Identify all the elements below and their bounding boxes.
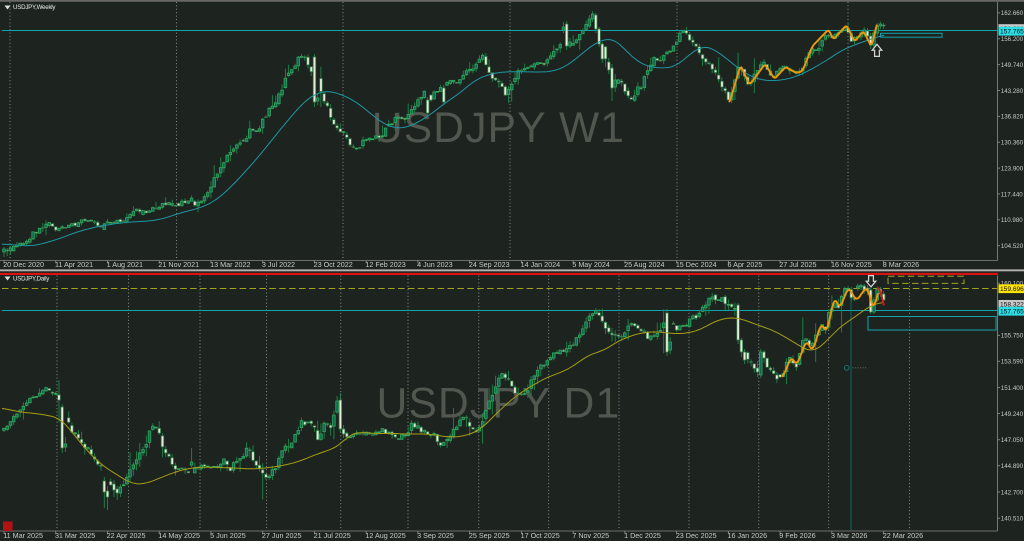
- svg-text:143.280: 143.280: [1001, 88, 1024, 95]
- svg-text:142.700: 142.700: [1001, 489, 1024, 496]
- svg-text:159.696: 159.696: [1000, 286, 1024, 293]
- svg-text:27 Jun 2025: 27 Jun 2025: [262, 531, 302, 540]
- svg-text:7 Nov 2025: 7 Nov 2025: [572, 531, 609, 540]
- svg-text:110.980: 110.980: [1001, 217, 1023, 224]
- svg-text:104.520: 104.520: [1001, 243, 1024, 250]
- svg-text:17 Oct 2025: 17 Oct 2025: [521, 531, 560, 540]
- svg-text:3 Sep 2025: 3 Sep 2025: [417, 531, 454, 540]
- svg-text:149.740: 149.740: [1001, 62, 1024, 69]
- svg-text:21 Jul 2025: 21 Jul 2025: [314, 531, 351, 540]
- svg-text:5 Jun 2025: 5 Jun 2025: [210, 531, 246, 540]
- svg-text:162.660: 162.660: [1001, 10, 1024, 17]
- svg-text:3 Jul 2022: 3 Jul 2022: [262, 260, 295, 269]
- svg-text:153.590: 153.590: [1001, 359, 1024, 366]
- svg-text:14 Jan 2024: 14 Jan 2024: [521, 260, 561, 269]
- svg-text:3 Mar 2026: 3 Mar 2026: [831, 531, 867, 540]
- svg-text:25 Aug 2024: 25 Aug 2024: [624, 260, 664, 269]
- svg-text:12 Aug 2025: 12 Aug 2025: [365, 531, 405, 540]
- svg-text:8 Mar 2026: 8 Mar 2026: [883, 260, 919, 269]
- svg-text:25 Sep 2025: 25 Sep 2025: [469, 531, 510, 540]
- svg-text:9 Feb 2026: 9 Feb 2026: [779, 531, 815, 540]
- svg-text:16 Nov 2025: 16 Nov 2025: [831, 260, 872, 269]
- svg-text:11 Mar 2025: 11 Mar 2025: [3, 531, 43, 540]
- svg-text:158.322: 158.322: [1000, 302, 1024, 309]
- svg-text:130.360: 130.360: [1001, 140, 1024, 147]
- svg-text:24 Sep 2023: 24 Sep 2023: [469, 260, 510, 269]
- svg-text:144.890: 144.890: [1001, 463, 1024, 470]
- svg-text:USDJPY W1: USDJPY W1: [372, 105, 625, 152]
- svg-text:140.510: 140.510: [1001, 516, 1024, 523]
- svg-text:6 Apr 2025: 6 Apr 2025: [728, 260, 763, 269]
- svg-text:1 Aug 2021: 1 Aug 2021: [107, 260, 143, 269]
- svg-text:157.765: 157.765: [1000, 29, 1024, 36]
- svg-text:5 May 2024: 5 May 2024: [572, 260, 610, 269]
- svg-text:155.750: 155.750: [1001, 333, 1024, 340]
- svg-text:151.400: 151.400: [1001, 385, 1024, 392]
- svg-text:156.200: 156.200: [1001, 36, 1024, 43]
- svg-text:21 Nov 2021: 21 Nov 2021: [158, 260, 199, 269]
- svg-text:USDJPY,Daily: USDJPY,Daily: [13, 276, 50, 283]
- svg-text:13 Mar 2022: 13 Mar 2022: [210, 260, 250, 269]
- svg-text:27 Jul 2025: 27 Jul 2025: [779, 260, 816, 269]
- svg-text:23 Dec 2025: 23 Dec 2025: [676, 531, 717, 540]
- svg-text:157.765: 157.765: [1000, 309, 1024, 316]
- svg-text:160.100: 160.100: [1001, 280, 1024, 287]
- svg-text:117.440: 117.440: [1001, 191, 1023, 198]
- svg-text:12 Feb 2023: 12 Feb 2023: [365, 260, 405, 269]
- svg-text:USDJPY D1: USDJPY D1: [377, 381, 621, 428]
- svg-text:16 Jan 2026: 16 Jan 2026: [728, 531, 768, 540]
- svg-text:149.240: 149.240: [1001, 411, 1024, 418]
- svg-text:20 Dec 2020: 20 Dec 2020: [3, 260, 44, 269]
- svg-text:23 Oct 2022: 23 Oct 2022: [314, 260, 353, 269]
- svg-text:147.050: 147.050: [1001, 437, 1024, 444]
- svg-text:22 Apr 2025: 22 Apr 2025: [107, 531, 146, 540]
- svg-text:11 Apr 2021: 11 Apr 2021: [55, 260, 93, 269]
- svg-text:31 Mar 2025: 31 Mar 2025: [55, 531, 95, 540]
- svg-text:14 May 2025: 14 May 2025: [158, 531, 200, 540]
- svg-text:1 Dec 2025: 1 Dec 2025: [624, 531, 661, 540]
- svg-text:136.820: 136.820: [1001, 114, 1024, 121]
- svg-text:22 Mar 2026: 22 Mar 2026: [883, 531, 923, 540]
- svg-text:123.900: 123.900: [1001, 165, 1024, 172]
- svg-text:4 Jun 2023: 4 Jun 2023: [417, 260, 453, 269]
- svg-text:15 Dec 2024: 15 Dec 2024: [676, 260, 717, 269]
- svg-text:USDJPY,Weekly: USDJPY,Weekly: [13, 4, 56, 11]
